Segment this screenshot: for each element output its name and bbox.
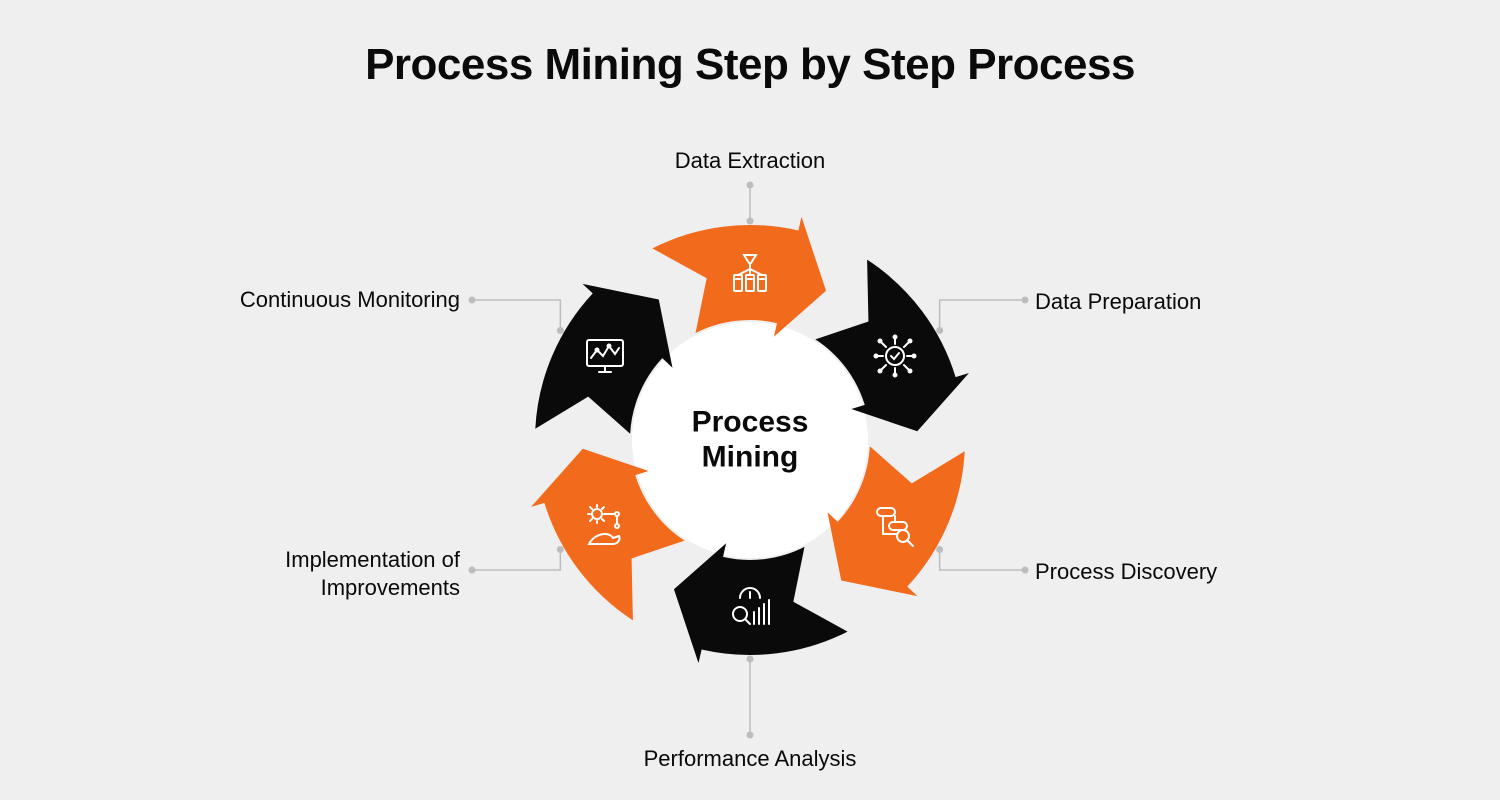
label-continuous-monitoring: Continuous Monitoring	[200, 286, 460, 314]
preparation-icon	[871, 332, 919, 380]
center-label: Process Mining	[692, 406, 809, 475]
label-data-extraction: Data Extraction	[675, 147, 825, 175]
center-label-line2: Mining	[702, 440, 799, 473]
page-title: Process Mining Step by Step Process	[0, 40, 1500, 90]
monitor-icon	[581, 332, 629, 380]
analysis-icon	[726, 584, 774, 632]
center-label-line1: Process	[692, 406, 809, 439]
label-process-discovery: Process Discovery	[1035, 558, 1217, 586]
label-implementation: Implementation ofImprovements	[200, 546, 460, 601]
label-performance-analysis: Performance Analysis	[644, 745, 857, 773]
discovery-icon	[871, 500, 919, 548]
label-data-preparation: Data Preparation	[1035, 288, 1201, 316]
extraction-icon	[726, 249, 774, 297]
improve-icon	[581, 500, 629, 548]
cycle-diagram: Process Mining	[450, 140, 1050, 740]
